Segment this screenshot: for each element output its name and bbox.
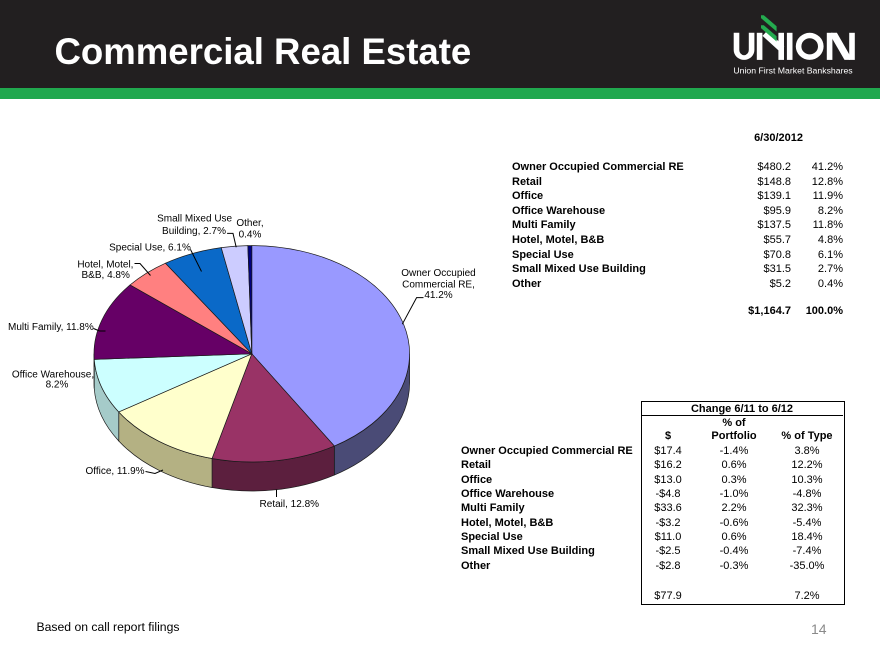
svg-text:Office, 11.9%: Office, 11.9% <box>85 466 144 477</box>
svg-text:Multi Family, 11.8%: Multi Family, 11.8% <box>8 322 94 333</box>
svg-text:Other,: Other, <box>236 218 263 229</box>
svg-text:0.4%: 0.4% <box>239 229 262 240</box>
svg-text:B&B, 4.8%: B&B, 4.8% <box>82 270 130 281</box>
svg-text:Hotel, Motel,: Hotel, Motel, <box>77 260 133 271</box>
svg-text:Commercial RE,: Commercial RE, <box>402 280 475 291</box>
svg-text:Retail, 12.8%: Retail, 12.8% <box>260 499 320 510</box>
svg-text:Building, 2.7%: Building, 2.7% <box>162 226 226 237</box>
svg-text:Owner Occupied: Owner Occupied <box>401 268 475 279</box>
svg-text:Special Use, 6.1%: Special Use, 6.1% <box>109 243 191 254</box>
svg-text:41.2%: 41.2% <box>424 290 452 301</box>
svg-text:Small Mixed Use: Small Mixed Use <box>157 214 232 225</box>
svg-text:Office Warehouse,: Office Warehouse, <box>12 370 94 381</box>
svg-text:Union First Market Bankshares: Union First Market Bankshares <box>733 65 853 75</box>
svg-text:8.2%: 8.2% <box>46 380 69 391</box>
